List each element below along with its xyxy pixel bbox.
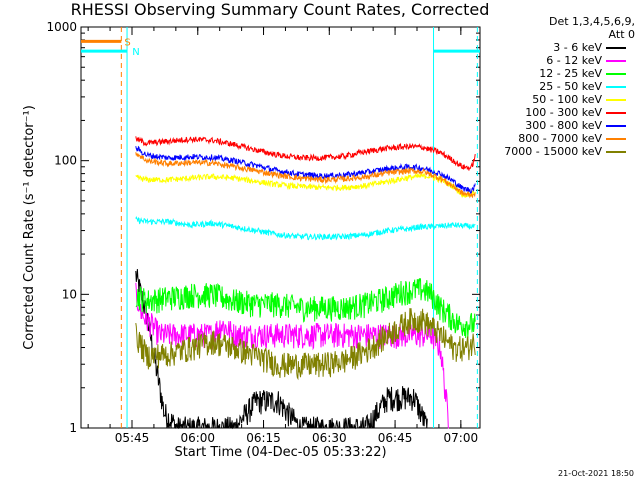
legend-label: 6 - 12 keV bbox=[546, 54, 602, 67]
y-tick-label: 1 bbox=[69, 421, 77, 435]
flag-annotation: S bbox=[124, 37, 130, 48]
series-line-800-7000-kev bbox=[135, 152, 476, 199]
legend-label: 300 - 800 keV bbox=[525, 119, 602, 132]
legend-label: 7000 - 15000 keV bbox=[504, 145, 602, 158]
x-axis-label: Start Time (04-Dec-05 05:33:22) bbox=[174, 445, 386, 460]
legend-label: 3 - 6 keV bbox=[553, 41, 602, 54]
legend-swatch bbox=[606, 47, 626, 49]
timestamp-footer: 21-Oct-2021 18:50 bbox=[558, 469, 634, 478]
legend-swatch bbox=[606, 99, 626, 101]
legend-item: 3 - 6 keV bbox=[470, 41, 630, 54]
x-tick-label: 06:30 bbox=[312, 431, 347, 445]
plot-frame bbox=[80, 26, 481, 429]
series-line-12-25-kev bbox=[135, 278, 476, 339]
legend-item: 7000 - 15000 keV bbox=[470, 145, 630, 158]
y-axis-label: Corrected Count Rate (s⁻¹ detector⁻¹) bbox=[22, 105, 37, 350]
legend-swatch bbox=[606, 151, 626, 153]
legend-swatch bbox=[606, 60, 626, 62]
series-line-50-100-kev bbox=[135, 172, 476, 199]
legend-item: 12 - 25 keV bbox=[470, 67, 630, 80]
legend-label: 50 - 100 keV bbox=[532, 93, 602, 106]
legend-swatch bbox=[606, 138, 626, 140]
x-tick-label: 06:00 bbox=[180, 431, 215, 445]
series-line-7000-15000-kev bbox=[135, 308, 476, 381]
legend-label: 12 - 25 keV bbox=[539, 67, 602, 80]
legend-attenuator: Att 0 bbox=[608, 28, 635, 41]
legend-swatch bbox=[606, 125, 626, 127]
series-line-300-800-kev bbox=[135, 145, 476, 195]
legend-item: 300 - 800 keV bbox=[470, 119, 630, 132]
legend-swatch bbox=[606, 73, 626, 75]
series-line-3-6-kev bbox=[135, 269, 428, 430]
y-tick-label: 1000 bbox=[46, 20, 77, 34]
legend-label: 100 - 300 keV bbox=[525, 106, 602, 119]
legend-item: 50 - 100 keV bbox=[470, 93, 630, 106]
series-line-100-300-kev bbox=[135, 136, 476, 171]
legend-item: 25 - 50 keV bbox=[470, 80, 630, 93]
legend-swatch bbox=[606, 112, 626, 114]
x-tick-label: 06:45 bbox=[378, 431, 413, 445]
legend-item: 6 - 12 keV bbox=[470, 54, 630, 67]
legend-detectors: Det 1,3,4,5,6,9, bbox=[548, 15, 635, 28]
legend-item: 100 - 300 keV bbox=[470, 106, 630, 119]
y-tick-label: 100 bbox=[54, 154, 77, 168]
x-tick-label: 07:00 bbox=[444, 431, 479, 445]
y-tick-label: 10 bbox=[62, 287, 77, 301]
x-tick-label: 06:15 bbox=[246, 431, 281, 445]
legend-swatch bbox=[606, 86, 626, 88]
chart-title: RHESSI Observing Summary Count Rates, Co… bbox=[70, 0, 490, 19]
legend-item: 800 - 7000 keV bbox=[470, 132, 630, 145]
flag-annotation: N bbox=[132, 47, 139, 58]
series-line-25-50-kev bbox=[135, 215, 476, 241]
x-tick-label: 05:45 bbox=[115, 431, 150, 445]
legend-label: 800 - 7000 keV bbox=[518, 132, 602, 145]
legend-label: 25 - 50 keV bbox=[539, 80, 602, 93]
